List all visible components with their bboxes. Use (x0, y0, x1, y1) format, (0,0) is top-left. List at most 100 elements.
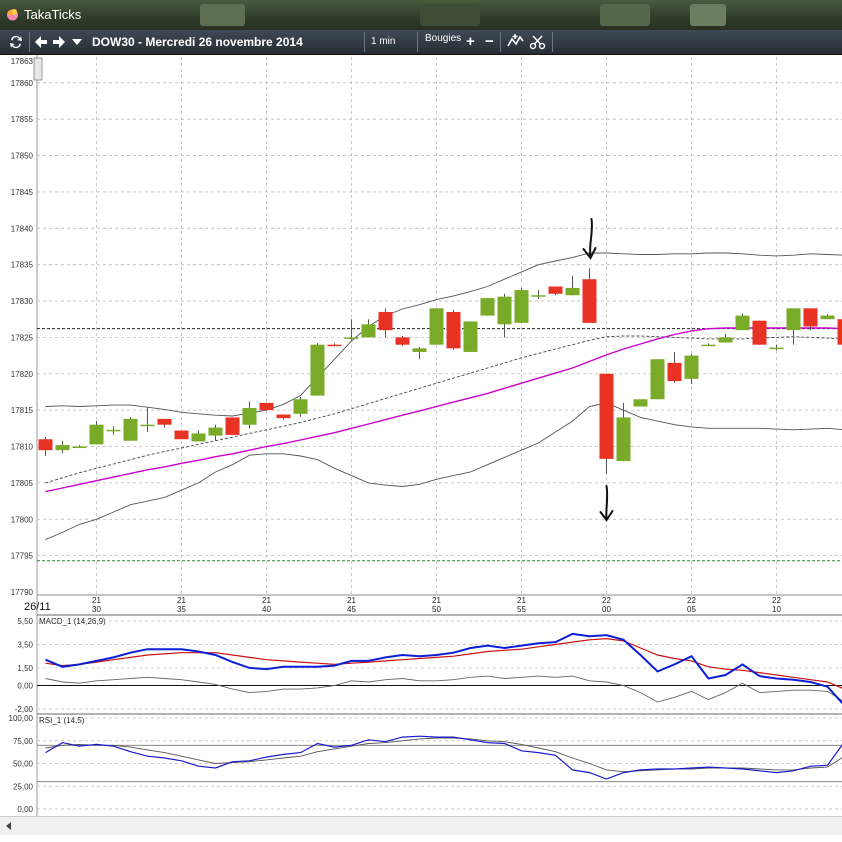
dashed-average-line (45, 335, 842, 484)
titlebar-decoration (600, 4, 650, 26)
time-tick-minute: 50 (432, 605, 441, 614)
dropdown-icon[interactable] (71, 37, 83, 47)
macd-panel: MACD_1 (14,26,9) -2,00 0,00 1,50 3,50 5,50 (15, 617, 842, 715)
arrow-left-icon[interactable] (34, 35, 48, 49)
time-tick-minute: 35 (177, 605, 186, 614)
chart-area: 17790 17795 17800 17805 17810 17815 17820 17825… (0, 55, 842, 824)
candle-body (446, 311, 461, 349)
price-tick-label: 17855 (11, 115, 34, 124)
price-tick-label: 17835 (11, 261, 34, 270)
zoom-in-button[interactable]: + (466, 33, 475, 50)
annotations (582, 218, 614, 522)
candle-body (140, 424, 155, 427)
arrow-right-icon[interactable] (52, 35, 66, 49)
chart-toolbar: DOW30 - Mercredi 26 novembre 2014 1 min … (0, 30, 842, 55)
down-arrow-annotation (599, 485, 614, 522)
price-tick-label: 17795 (11, 552, 34, 561)
candle-body (276, 414, 291, 419)
price-tick-label: 17863 (11, 57, 34, 66)
timeframe-button[interactable]: 1 min (371, 36, 396, 47)
titlebar-decoration (420, 4, 480, 26)
rsi-title: RSI_1 (14,5) (39, 716, 85, 725)
titlebar-decoration (690, 4, 726, 26)
candle-body (633, 399, 648, 407)
indicator-add-icon[interactable] (507, 34, 524, 50)
chart-style-button[interactable]: Bougies (425, 33, 462, 44)
candle-body (38, 439, 53, 451)
rsi-tick-label: 25,00 (13, 782, 34, 791)
candle-body (72, 446, 87, 449)
macd-tick-label: -2,00 (15, 705, 34, 714)
candle-body (174, 430, 189, 440)
indicator-cut-icon[interactable] (529, 34, 546, 50)
macd-tick-label: 5,50 (17, 617, 33, 626)
candle-body (548, 286, 563, 294)
candle-body (225, 417, 240, 435)
price-tick-label: 17810 (11, 443, 34, 452)
candle-body (837, 319, 842, 345)
candle-body (378, 311, 393, 331)
candle-body (650, 359, 665, 400)
refresh-icon[interactable] (8, 34, 24, 50)
lower-band-line (45, 402, 842, 541)
candle-body (106, 429, 121, 432)
time-tick-minute: 00 (602, 605, 611, 614)
candle-body (395, 337, 410, 345)
toolbar-separator (500, 32, 501, 52)
candle-body (786, 308, 801, 331)
price-tick-label: 17830 (11, 297, 34, 306)
chart-canvas[interactable]: 17790 17795 17800 17805 17810 17815 17820 17825… (0, 55, 842, 816)
toolbar-separator (552, 32, 553, 52)
panel-scroll-grip[interactable] (33, 57, 43, 81)
candle-body (480, 298, 495, 316)
price-tick-label: 17790 (11, 588, 34, 597)
rsi-tick-label: 0,00 (17, 805, 33, 814)
horizontal-scrollbar[interactable] (0, 816, 842, 835)
candle-body (55, 445, 70, 451)
time-tick-hour: 21 (432, 596, 441, 605)
candle-body (344, 337, 359, 339)
rsi-tick-label: 100,00 (9, 714, 34, 723)
time-tick-hour: 22 (772, 596, 781, 605)
time-tick-hour: 22 (602, 596, 611, 605)
rsi-main-line (45, 735, 842, 780)
candle-body (769, 347, 784, 350)
candle-body (310, 344, 325, 396)
macd-histogram-line (45, 675, 842, 703)
candle-body (820, 315, 835, 320)
price-tick-label: 17845 (11, 188, 34, 197)
toolbar-separator (364, 32, 365, 52)
time-tick-minute: 55 (517, 605, 526, 614)
candle-body (599, 373, 614, 459)
price-tick-label: 17815 (11, 406, 34, 415)
price-tick-label: 17840 (11, 224, 34, 233)
candle-body (735, 315, 750, 331)
app-logo-icon (7, 9, 18, 21)
candle-body (684, 355, 699, 379)
titlebar-decoration (200, 4, 245, 26)
toolbar-separator (417, 32, 418, 52)
zoom-out-button[interactable]: − (485, 33, 494, 50)
time-tick-minute: 05 (687, 605, 696, 614)
candle-body (616, 417, 631, 462)
candle-body (531, 295, 546, 297)
price-tick-label: 17850 (11, 152, 34, 161)
time-axis: 26/1121302135214021452150215522002205221… (24, 594, 842, 616)
price-tick-label: 17820 (11, 370, 34, 379)
upper-band-line (45, 252, 842, 417)
time-tick-minute: 30 (92, 605, 101, 614)
macd-tick-label: 0,00 (17, 682, 33, 691)
time-tick-hour: 22 (687, 596, 696, 605)
moving-average-line (45, 327, 842, 493)
time-tick-hour: 21 (517, 596, 526, 605)
macd-tick-label: 3,50 (17, 640, 33, 649)
macd-tick-label: 1,50 (17, 664, 33, 673)
price-tick-label: 17800 (11, 515, 34, 524)
candle-body (752, 320, 767, 345)
candle-body (497, 296, 512, 325)
candle-body (191, 433, 206, 442)
scroll-left-icon[interactable] (4, 821, 14, 831)
price-panel: 17790 17795 17800 17805 17810 17815 17820 17825… (11, 57, 842, 597)
app-title: TakaTicks (24, 7, 82, 22)
time-tick-hour: 21 (347, 596, 356, 605)
